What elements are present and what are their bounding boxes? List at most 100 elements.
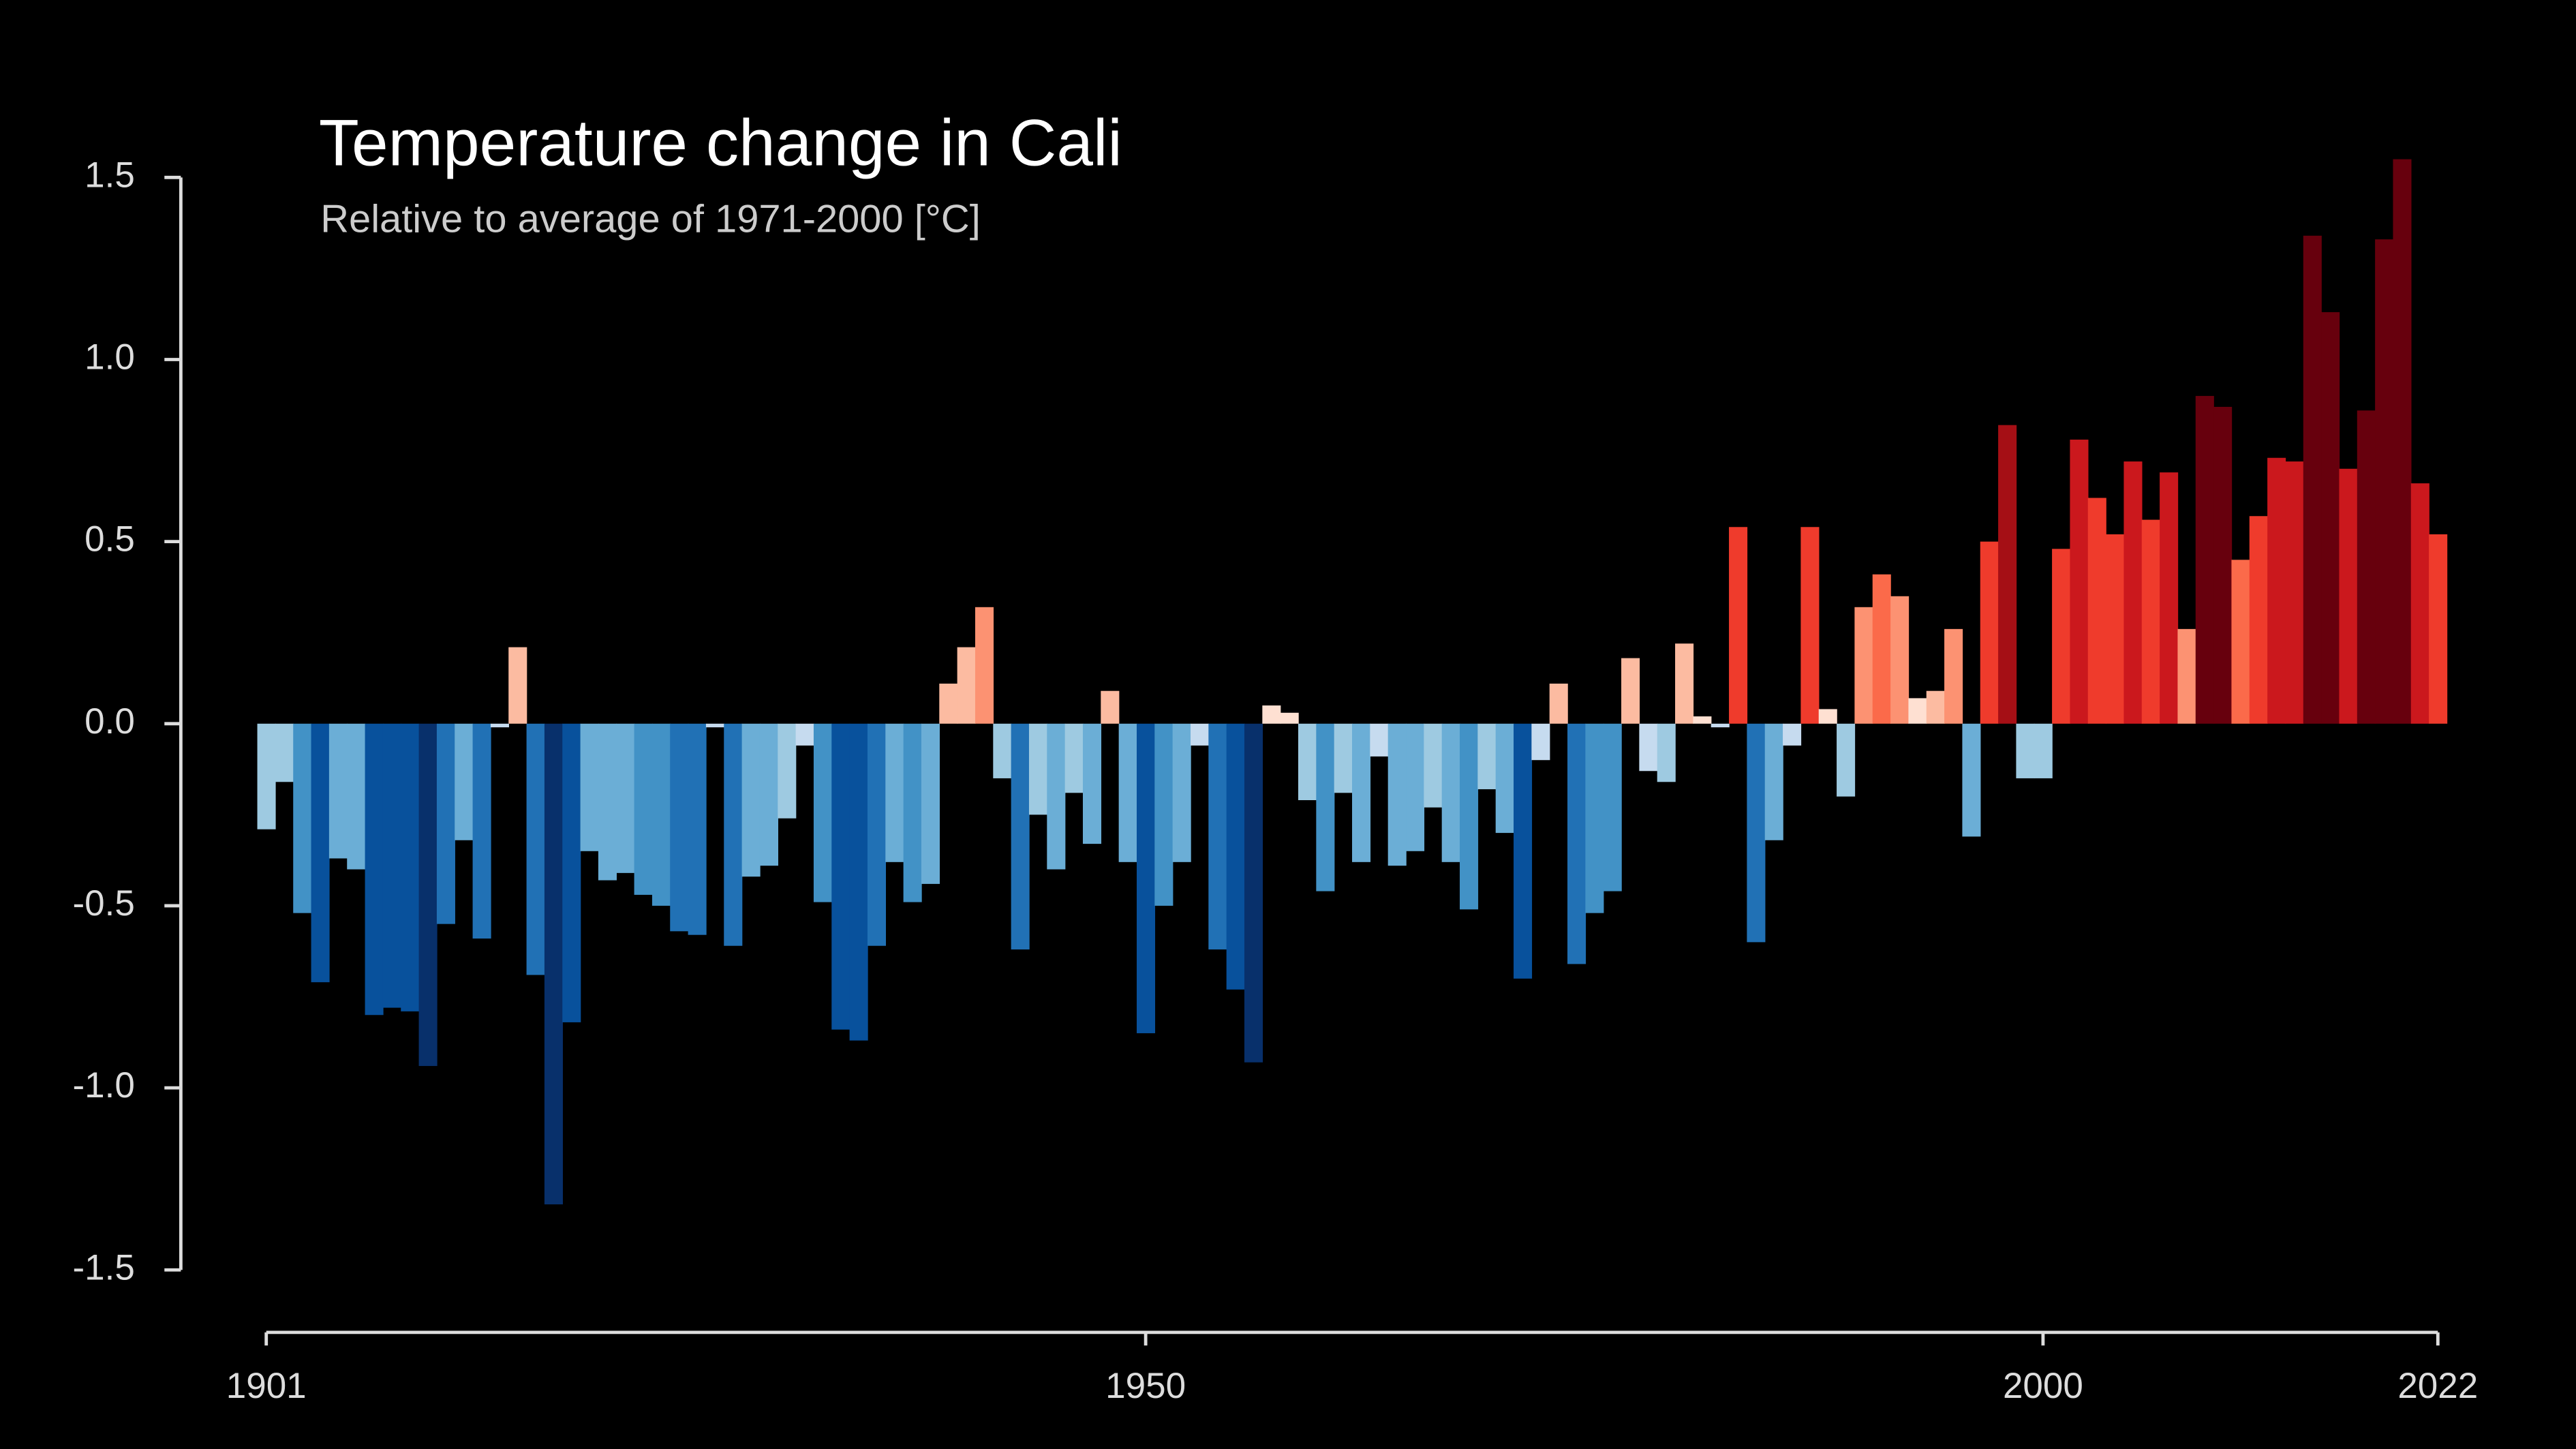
bar bbox=[328, 723, 348, 859]
bar bbox=[1460, 723, 1479, 910]
bar bbox=[1747, 723, 1766, 943]
bar bbox=[490, 723, 509, 728]
bar bbox=[957, 647, 976, 724]
bar bbox=[1064, 723, 1084, 793]
bar bbox=[1908, 698, 1927, 724]
bar bbox=[688, 723, 707, 935]
bar bbox=[939, 684, 958, 724]
bar bbox=[2195, 395, 2214, 724]
bar bbox=[1495, 723, 1514, 834]
bar bbox=[508, 647, 527, 724]
bar bbox=[2410, 483, 2429, 724]
bar bbox=[347, 723, 366, 870]
bar bbox=[2249, 516, 2268, 724]
bar bbox=[544, 723, 563, 1205]
bar bbox=[741, 723, 761, 877]
bar bbox=[1854, 607, 1873, 724]
bar bbox=[759, 723, 778, 866]
y-tick-label: 0.5 bbox=[85, 519, 135, 560]
bar bbox=[1693, 716, 1712, 724]
bar bbox=[903, 723, 922, 902]
bar bbox=[2375, 239, 2394, 724]
bar bbox=[1585, 723, 1604, 913]
bar bbox=[257, 723, 276, 829]
bar bbox=[2160, 472, 2179, 724]
bar bbox=[1477, 723, 1497, 789]
x-tick-label: 1901 bbox=[226, 1366, 307, 1406]
bar bbox=[2087, 498, 2106, 724]
bar bbox=[1675, 643, 1694, 724]
x-tick-label: 1950 bbox=[1105, 1366, 1186, 1406]
bar bbox=[1729, 527, 1748, 724]
y-tick-label: -1.0 bbox=[73, 1065, 135, 1105]
bar bbox=[2106, 534, 2125, 724]
bar bbox=[1101, 690, 1120, 724]
bar bbox=[885, 723, 904, 862]
y-tick-label: 0.0 bbox=[85, 701, 135, 742]
bar bbox=[1926, 690, 1945, 724]
bar bbox=[1567, 723, 1586, 964]
bar bbox=[472, 723, 491, 939]
bar bbox=[1531, 723, 1550, 761]
bar bbox=[1980, 541, 1999, 724]
bar bbox=[2052, 549, 2071, 724]
bar bbox=[1226, 723, 1245, 990]
bar bbox=[1998, 425, 2017, 724]
bar bbox=[2016, 723, 2035, 778]
bar bbox=[2285, 461, 2304, 724]
bar bbox=[1657, 723, 1676, 782]
bar bbox=[2339, 468, 2358, 724]
bar bbox=[526, 723, 545, 975]
bar bbox=[705, 723, 724, 728]
bar bbox=[1190, 723, 1210, 746]
bar bbox=[1047, 723, 1066, 870]
bar bbox=[1424, 723, 1443, 808]
bar bbox=[1621, 658, 1640, 724]
bar bbox=[1837, 723, 1856, 797]
bar bbox=[1890, 596, 1910, 724]
bar bbox=[275, 723, 294, 782]
bar bbox=[2177, 628, 2196, 724]
bar bbox=[1441, 723, 1460, 862]
bar bbox=[1262, 705, 1281, 724]
y-tick-label: -0.5 bbox=[73, 883, 135, 924]
bar bbox=[831, 723, 850, 1030]
bar bbox=[921, 723, 940, 884]
bar bbox=[849, 723, 868, 1041]
bar bbox=[1244, 723, 1263, 1063]
bar bbox=[580, 723, 599, 851]
bar bbox=[1136, 723, 1156, 1033]
bar bbox=[616, 723, 635, 873]
bar bbox=[2213, 406, 2233, 724]
bar bbox=[1118, 723, 1137, 862]
bar bbox=[455, 723, 474, 840]
bar bbox=[1711, 723, 1730, 728]
bar bbox=[1872, 574, 1891, 724]
bar bbox=[1387, 723, 1407, 866]
bar bbox=[2303, 235, 2322, 724]
bar bbox=[795, 723, 814, 746]
bar bbox=[1370, 723, 1389, 757]
chart-title: Temperature change in Cali bbox=[319, 106, 1122, 179]
bar bbox=[1639, 723, 1658, 772]
bar bbox=[311, 723, 330, 983]
bar bbox=[401, 723, 420, 1011]
bar bbox=[293, 723, 312, 913]
bar bbox=[1514, 723, 1533, 979]
bar bbox=[1172, 723, 1191, 862]
bar bbox=[1298, 723, 1317, 801]
bar bbox=[1818, 709, 1837, 724]
bar bbox=[1800, 527, 1820, 724]
y-tick-label: 1.0 bbox=[85, 337, 135, 377]
bar bbox=[867, 723, 887, 946]
bar bbox=[1603, 723, 1622, 891]
bar bbox=[1208, 723, 1227, 950]
bar bbox=[2357, 410, 2376, 724]
bar bbox=[1316, 723, 1335, 891]
bar bbox=[2429, 534, 2448, 724]
bar bbox=[634, 723, 653, 895]
bar bbox=[1334, 723, 1353, 793]
y-tick-label: 1.5 bbox=[85, 155, 135, 195]
bar bbox=[1783, 723, 1802, 746]
